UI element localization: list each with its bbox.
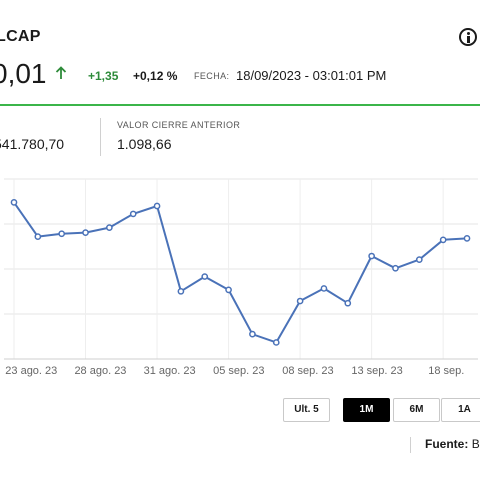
data-point[interactable] xyxy=(320,285,328,292)
date-label: FECHA: xyxy=(194,71,230,81)
data-point[interactable] xyxy=(34,233,42,240)
x-tick-label: 28 ago. 23 xyxy=(74,365,126,377)
data-point[interactable] xyxy=(439,236,447,244)
date-value: 18/09/2023 - 03:01:01 PM xyxy=(236,68,387,83)
change-percent: +0,12 % xyxy=(133,69,178,83)
x-tick-label: 08 sep. 23 xyxy=(282,365,333,377)
range-button-1a[interactable]: 1A xyxy=(441,398,480,422)
data-point[interactable] xyxy=(129,210,137,218)
x-tick-label: 23 ago. 23 xyxy=(5,365,57,377)
range-button-6m[interactable]: 6M xyxy=(393,398,440,422)
range-button-1m[interactable]: 1M xyxy=(343,398,390,422)
info-icon[interactable] xyxy=(459,28,477,46)
x-tick-label: 31 ago. 23 xyxy=(144,365,196,377)
x-tick-label: 18 sep. xyxy=(428,365,464,377)
data-point[interactable] xyxy=(392,264,399,272)
data-point[interactable] xyxy=(368,252,375,260)
data-point[interactable] xyxy=(201,273,209,280)
data-point[interactable] xyxy=(58,230,66,238)
data-point[interactable] xyxy=(296,297,304,305)
change-absolute: +1,35 xyxy=(88,69,119,83)
data-point[interactable] xyxy=(272,339,280,346)
current-price: 0,01 xyxy=(0,58,47,89)
prev-close-label: VALOR CIERRE ANTERIOR xyxy=(117,120,241,130)
x-tick-label: 13 sep. 23 xyxy=(351,365,402,377)
source-label: Fuente: xyxy=(425,437,469,451)
data-point[interactable] xyxy=(177,287,185,295)
series-line xyxy=(13,201,468,344)
range-button-ult5[interactable]: Ult. 5 xyxy=(283,398,330,422)
data-point[interactable] xyxy=(415,256,423,263)
x-tick-label: 05 sep. 23 xyxy=(213,365,264,377)
stat-left-value: 541.780,70 xyxy=(0,136,65,152)
stats-divider xyxy=(100,118,101,156)
data-point[interactable] xyxy=(82,229,89,236)
data-point[interactable] xyxy=(106,224,113,231)
data-point[interactable] xyxy=(225,286,232,294)
data-point[interactable] xyxy=(249,330,256,338)
data-point[interactable] xyxy=(463,235,471,242)
line-chart: 23 ago. 23 28 ago. 23 31 ago. 23 05 sep. 23… xyxy=(4,178,478,377)
source-note: Fuente: B xyxy=(410,437,480,453)
data-point[interactable] xyxy=(10,199,18,206)
header-divider xyxy=(0,104,480,106)
source-value: B xyxy=(471,437,480,451)
index-title: LCAP xyxy=(0,28,41,45)
arrow-up-icon xyxy=(55,66,67,79)
prev-close-value: 1.098,66 xyxy=(117,136,172,152)
data-point[interactable] xyxy=(344,299,352,307)
data-point[interactable] xyxy=(153,202,161,210)
